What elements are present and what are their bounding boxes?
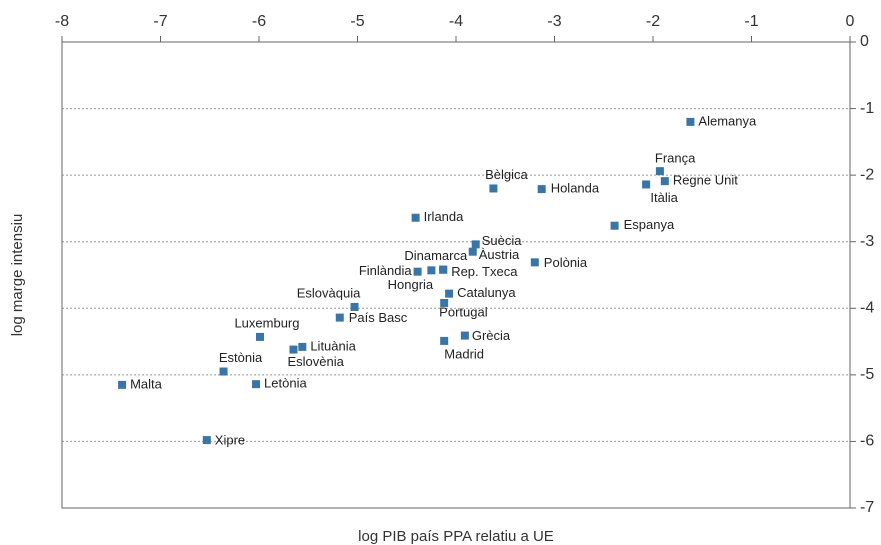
point-label: Madrid [444, 346, 484, 361]
point [118, 380, 127, 389]
point [610, 221, 619, 230]
y-tick-label: -7 [860, 499, 874, 516]
point-label: Irlanda [424, 209, 465, 224]
point [686, 117, 695, 126]
y-tick-label: 0 [860, 33, 869, 50]
y-tick-label: -3 [860, 233, 874, 250]
point [440, 298, 449, 307]
point [468, 247, 477, 256]
point [350, 302, 359, 311]
point-label: Grècia [472, 328, 511, 343]
point-label: Eslovènia [287, 354, 344, 369]
point [642, 180, 651, 189]
point-label: Portugal [439, 304, 488, 319]
point-label: França [655, 151, 696, 166]
point-label: Dinamarca [404, 248, 468, 263]
x-tick-label: 0 [846, 13, 855, 30]
plot-frame [61, 41, 851, 509]
point-label: Letònia [264, 376, 307, 391]
point-label: Eslovàquia [297, 285, 361, 300]
point-label: Bèlgica [485, 167, 528, 182]
point-label: Malta [130, 376, 163, 391]
y-tick-label: -6 [860, 433, 874, 450]
point-label: Polònia [544, 255, 588, 270]
y-axis-title: log marge intensiu [9, 214, 26, 337]
point [289, 345, 298, 354]
point [537, 185, 546, 194]
point [460, 331, 469, 340]
x-tick-label: -3 [547, 13, 561, 30]
x-tick-label: -7 [153, 13, 167, 30]
point-label: Lituània [310, 338, 356, 353]
point [660, 177, 669, 186]
point [445, 289, 454, 298]
y-tick-label: -2 [860, 166, 874, 183]
point-label: Estònia [219, 350, 263, 365]
point-label: Alemanya [698, 113, 757, 128]
point [439, 265, 448, 274]
point-label: Hongria [388, 277, 434, 292]
point [427, 266, 436, 275]
point-label: Holanda [551, 181, 600, 196]
x-tick-label: -2 [646, 13, 660, 30]
x-tick-label: -1 [744, 13, 758, 30]
point [413, 267, 422, 276]
point-label: Itàlia [650, 190, 678, 205]
point-label: Luxemburg [234, 315, 299, 330]
point-label: Catalunya [457, 285, 516, 300]
point [255, 332, 264, 341]
point-label: Suècia [482, 233, 523, 248]
point-label: Àustria [479, 247, 520, 262]
point [471, 240, 480, 249]
point-label: País Basc [349, 310, 408, 325]
point [655, 167, 664, 176]
point-label: Rep. Txeca [451, 264, 518, 279]
point [440, 336, 449, 345]
point-label: Espanya [624, 217, 675, 232]
x-tick-label: -4 [449, 13, 463, 30]
y-tick-label: -1 [860, 100, 874, 117]
point [411, 213, 420, 222]
point-label: Regne Unit [673, 173, 738, 188]
point [252, 380, 261, 389]
point [489, 184, 498, 193]
y-tick-label: -4 [860, 300, 874, 317]
point-label: Finlàndia [359, 263, 413, 278]
point [219, 367, 228, 376]
y-tick-label: -5 [860, 366, 874, 383]
point [335, 313, 344, 322]
point [298, 342, 307, 351]
point [530, 258, 539, 267]
point [202, 436, 211, 445]
x-tick-label: -5 [350, 13, 364, 30]
x-tick-label: -6 [252, 13, 266, 30]
point-label: Xipre [215, 433, 245, 448]
x-axis-title: log PIB país PPA relatiu a UE [358, 528, 554, 545]
x-tick-label: -8 [55, 13, 69, 30]
